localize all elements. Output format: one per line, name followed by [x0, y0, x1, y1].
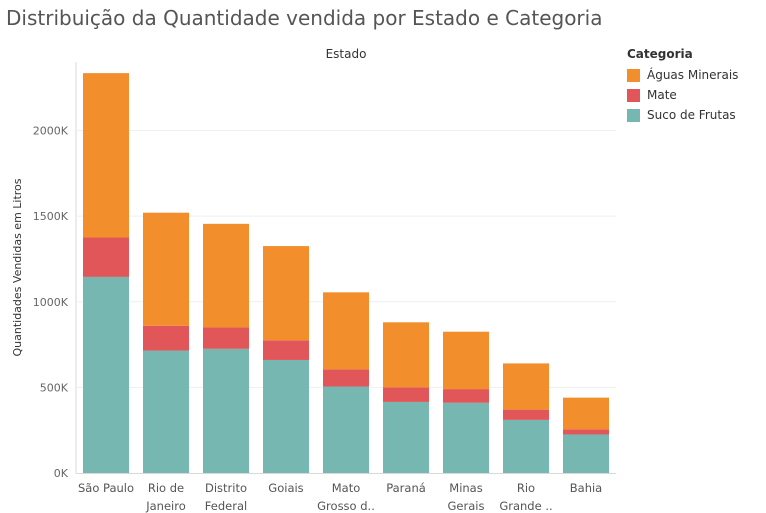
x-tick-label: Bahia — [570, 481, 602, 495]
legend-item-suco-de-frutas[interactable]: Suco de Frutas — [627, 105, 738, 125]
x-tick-label: Janeiro — [145, 499, 186, 513]
legend-swatch-aguas-minerais — [627, 68, 640, 82]
legend: Categoria Águas Minerais Mate Suco de Fr… — [627, 47, 738, 125]
bar-segment — [503, 363, 549, 410]
legend-item-aguas-minerais[interactable]: Águas Minerais — [627, 65, 738, 85]
bar-segment — [203, 327, 249, 349]
legend-item-mate[interactable]: Mate — [627, 85, 738, 105]
x-tick-label: Grosso d.. — [317, 499, 375, 513]
x-tick-label: São Paulo — [78, 481, 134, 495]
bar-segment — [203, 223, 249, 328]
y-tick-label: 1000K — [33, 296, 69, 309]
x-tick-label: Gerais — [448, 499, 485, 513]
y-tick-label: 1500K — [33, 210, 69, 223]
bar-segment — [443, 402, 489, 473]
bar-segment — [83, 237, 129, 277]
bar-segment — [83, 276, 129, 473]
x-tick-label: Paraná — [386, 481, 426, 495]
column-header: Estado — [326, 47, 367, 61]
bar-segment — [383, 401, 429, 473]
bar-segment — [263, 246, 309, 341]
y-axis-title: Quantidades Vendidas em Litros — [11, 178, 24, 356]
bar-segment — [323, 292, 369, 370]
legend-swatch-suco-de-frutas — [627, 108, 640, 122]
x-tick-label: Goiais — [268, 481, 303, 495]
bar-segment — [383, 387, 429, 402]
legend-label: Águas Minerais — [647, 68, 739, 82]
bar-segment — [563, 429, 609, 435]
bar-segment — [323, 386, 369, 473]
x-tick-label: Rio de — [148, 481, 184, 495]
x-tick-label: Minas — [449, 481, 482, 495]
bar-segment — [143, 325, 189, 351]
bar-segment — [83, 73, 129, 238]
bar-segment — [503, 409, 549, 420]
x-tick-label: Mato — [332, 481, 361, 495]
bar-segment — [563, 397, 609, 430]
bar-segment — [203, 348, 249, 473]
legend-swatch-mate — [627, 88, 640, 102]
bar-segment — [143, 350, 189, 473]
bar-segment — [263, 340, 309, 360]
x-tick-label: Distrito — [205, 481, 247, 495]
bar-segment — [443, 389, 489, 403]
y-tick-label: 2000K — [33, 125, 69, 138]
x-tick-label: Federal — [205, 499, 247, 513]
legend-label: Suco de Frutas — [647, 108, 736, 122]
bar-segment — [143, 212, 189, 326]
bar-segment — [263, 359, 309, 473]
y-tick-label: 500K — [40, 381, 69, 394]
y-tick-label: 0K — [54, 467, 69, 480]
x-tick-label: Rio — [517, 481, 535, 495]
bar-segment — [443, 331, 489, 390]
bar-segment — [383, 322, 429, 388]
bar-segment — [563, 434, 609, 473]
legend-title: Categoria — [627, 47, 693, 61]
chart-title: Distribuição da Quantidade vendida por E… — [6, 6, 603, 30]
bar-segment — [503, 419, 549, 473]
x-tick-label: Grande .. — [499, 499, 552, 513]
legend-label: Mate — [647, 88, 677, 102]
bar-segment — [323, 369, 369, 387]
